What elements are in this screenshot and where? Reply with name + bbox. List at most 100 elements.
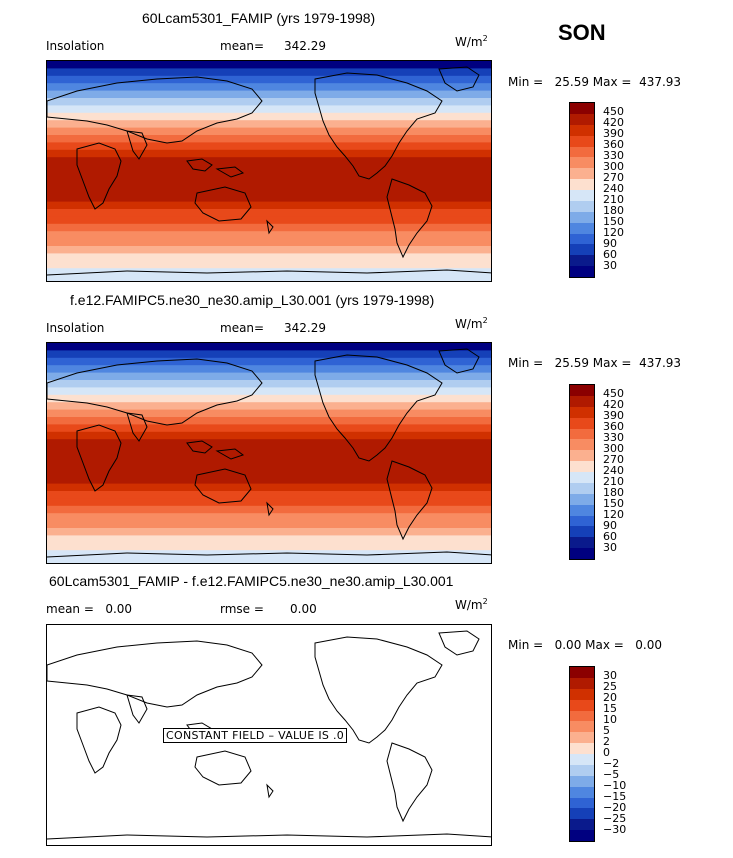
coastline bbox=[47, 833, 491, 840]
colorbar-tick-label: 150 bbox=[603, 497, 624, 510]
panel1-field bbox=[47, 61, 491, 281]
colorbar-swatch bbox=[570, 504, 594, 516]
colorbar-swatch bbox=[570, 211, 594, 223]
colorbar-tick-label: 120 bbox=[603, 508, 624, 521]
latitude-band bbox=[47, 542, 491, 551]
latitude-band bbox=[47, 112, 491, 121]
panel2-map bbox=[46, 342, 492, 564]
colorbar-tick-label: 60 bbox=[603, 248, 617, 261]
latitude-band bbox=[47, 476, 491, 485]
colorbar-tick-label: 330 bbox=[603, 431, 624, 444]
colorbar-tick-label: 60 bbox=[603, 530, 617, 543]
colorbar-tick-label: 90 bbox=[603, 237, 617, 250]
panel1-mean-value: 342.29 bbox=[284, 39, 326, 53]
colorbar-swatch bbox=[570, 222, 594, 234]
colorbar-swatch bbox=[570, 743, 594, 754]
colorbar-tick-label: 150 bbox=[603, 215, 624, 228]
colorbar-tick-label: 420 bbox=[603, 398, 624, 411]
colorbar-tick-label: 450 bbox=[603, 387, 624, 400]
colorbar-tick-label: −25 bbox=[603, 812, 627, 825]
latitude-band bbox=[47, 209, 491, 217]
colorbar-swatch bbox=[570, 124, 594, 136]
latitude-band bbox=[47, 528, 491, 536]
colorbar-swatch bbox=[570, 482, 594, 494]
colorbar-swatch bbox=[570, 157, 594, 169]
panel1-mean-label: mean= bbox=[220, 39, 265, 53]
panel2-minmax: Min = 25.59 Max = 437.93 bbox=[508, 356, 682, 370]
latitude-band bbox=[47, 557, 491, 563]
colorbar-swatch bbox=[570, 775, 594, 787]
colorbar-swatch bbox=[570, 135, 594, 147]
latitude-band bbox=[47, 223, 491, 232]
colorbar-tick-label: 390 bbox=[603, 127, 624, 140]
colorbar-tick-label: 300 bbox=[603, 160, 624, 173]
panel2-mean-value: 342.29 bbox=[284, 321, 326, 335]
coastline bbox=[314, 636, 443, 744]
panel3-units: W/m2 bbox=[455, 597, 488, 612]
panel1-title: 60Lcam5301_FAMIP (yrs 1979-1998) bbox=[142, 10, 376, 26]
colorbar-tick-label: 210 bbox=[603, 193, 624, 206]
colorbar-tick-label: 30 bbox=[603, 259, 617, 272]
coastline bbox=[186, 440, 213, 454]
latitude-band bbox=[47, 164, 491, 173]
latitude-band bbox=[47, 350, 491, 359]
colorbar-swatch bbox=[570, 786, 594, 798]
latitude-band bbox=[47, 186, 491, 195]
coastline bbox=[266, 783, 274, 799]
colorbar-swatch bbox=[570, 830, 594, 841]
latitude-band bbox=[47, 461, 491, 470]
colorbar-tick-label: 270 bbox=[603, 453, 624, 466]
colorbar-tick-label: 0 bbox=[603, 746, 610, 759]
colorbar-swatch bbox=[570, 200, 594, 212]
coastline bbox=[76, 424, 122, 492]
latitude-band bbox=[47, 157, 491, 166]
latitude-band bbox=[47, 149, 491, 158]
coastline bbox=[386, 178, 433, 259]
panel3-title: 60Lcam5301_FAMIP - f.e12.FAMIPC5.ne30_ne… bbox=[49, 573, 454, 589]
coastline bbox=[314, 354, 443, 462]
latitude-band bbox=[47, 365, 491, 374]
latitude-band bbox=[47, 120, 491, 129]
coastline bbox=[314, 72, 443, 180]
latitude-band bbox=[47, 387, 491, 396]
colorbar-tick-label: 210 bbox=[603, 475, 624, 488]
colorbar-swatch bbox=[570, 395, 594, 407]
colorbar-swatch bbox=[570, 233, 594, 245]
colorbar-swatch bbox=[570, 797, 594, 809]
latitude-band bbox=[47, 394, 491, 403]
latitude-band bbox=[47, 83, 491, 92]
latitude-band bbox=[47, 409, 491, 418]
colorbar-swatch bbox=[570, 179, 594, 190]
colorbar-tick-label: 420 bbox=[603, 116, 624, 129]
latitude-band bbox=[47, 454, 491, 462]
panel3-colorbar bbox=[569, 666, 595, 842]
latitude-band bbox=[47, 446, 491, 455]
colorbar-swatch bbox=[570, 721, 594, 733]
coastline bbox=[47, 269, 491, 276]
colorbar-tick-label: −30 bbox=[603, 823, 627, 836]
panel3-rmse-value: 0.00 bbox=[290, 602, 317, 616]
colorbar-tick-label: 240 bbox=[603, 464, 624, 477]
latitude-band bbox=[47, 380, 491, 388]
latitude-band bbox=[47, 179, 491, 188]
colorbar-swatch bbox=[570, 113, 594, 125]
colorbar-swatch bbox=[570, 168, 594, 180]
colorbar-swatch bbox=[570, 417, 594, 429]
panel1-colorbar bbox=[569, 102, 595, 278]
coastline bbox=[47, 358, 263, 426]
colorbar-swatch bbox=[570, 190, 594, 201]
coastline bbox=[386, 460, 433, 541]
latitude-band bbox=[47, 498, 491, 507]
latitude-band bbox=[47, 357, 491, 366]
colorbar-tick-label: −15 bbox=[603, 790, 627, 803]
colorbar-swatch bbox=[570, 688, 594, 700]
colorbar-tick-label: 5 bbox=[603, 724, 610, 737]
panel1-variable-label: Insolation bbox=[46, 39, 105, 53]
colorbar-swatch bbox=[570, 548, 594, 559]
coastline bbox=[438, 630, 480, 656]
latitude-band bbox=[47, 268, 491, 277]
latitude-band bbox=[47, 468, 491, 477]
colorbar-tick-label: 300 bbox=[603, 442, 624, 455]
coastline bbox=[76, 142, 122, 210]
colorbar-tick-label: −2 bbox=[603, 757, 620, 770]
